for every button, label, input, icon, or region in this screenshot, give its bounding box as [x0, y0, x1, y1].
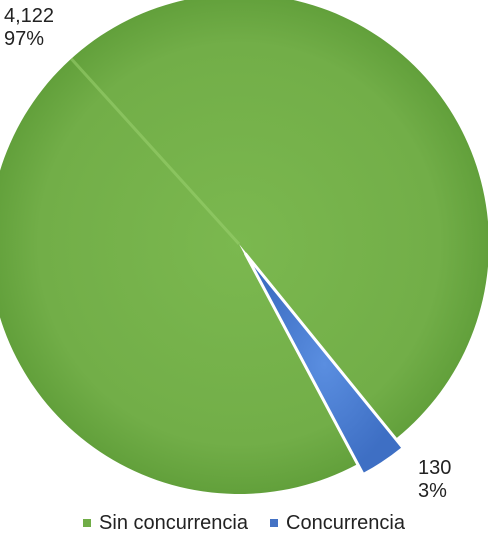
legend-label-concurrencia: Concurrencia [286, 512, 405, 534]
pie-slice-concurrencia[interactable] [244, 252, 405, 477]
data-label-concurrencia: 130 3% [418, 457, 451, 503]
legend-label-sin-concurrencia: Sin concurrencia [99, 512, 248, 534]
legend-swatch-green [83, 519, 92, 527]
percent-label-sin-concurrencia: 97% [4, 28, 45, 50]
legend-item-concurrencia[interactable]: Concurrencia [270, 510, 405, 536]
pie-slice-sin-concurrencia[interactable] [0, 0, 488, 494]
slice-highlight [70, 57, 241, 246]
chart-legend: Sin concurrencia Concurrencia [0, 510, 488, 536]
percent-label-concurrencia: 3% [418, 480, 447, 502]
value-label-concurrencia: 130 [418, 457, 452, 479]
legend-swatch-blue [270, 519, 278, 527]
value-label-sin-concurrencia: 4,122 [4, 5, 55, 27]
data-label-sin-concurrencia: 4,122 97% [4, 5, 54, 51]
legend-item-sin-concurrencia[interactable]: Sin concurrencia [83, 510, 248, 536]
